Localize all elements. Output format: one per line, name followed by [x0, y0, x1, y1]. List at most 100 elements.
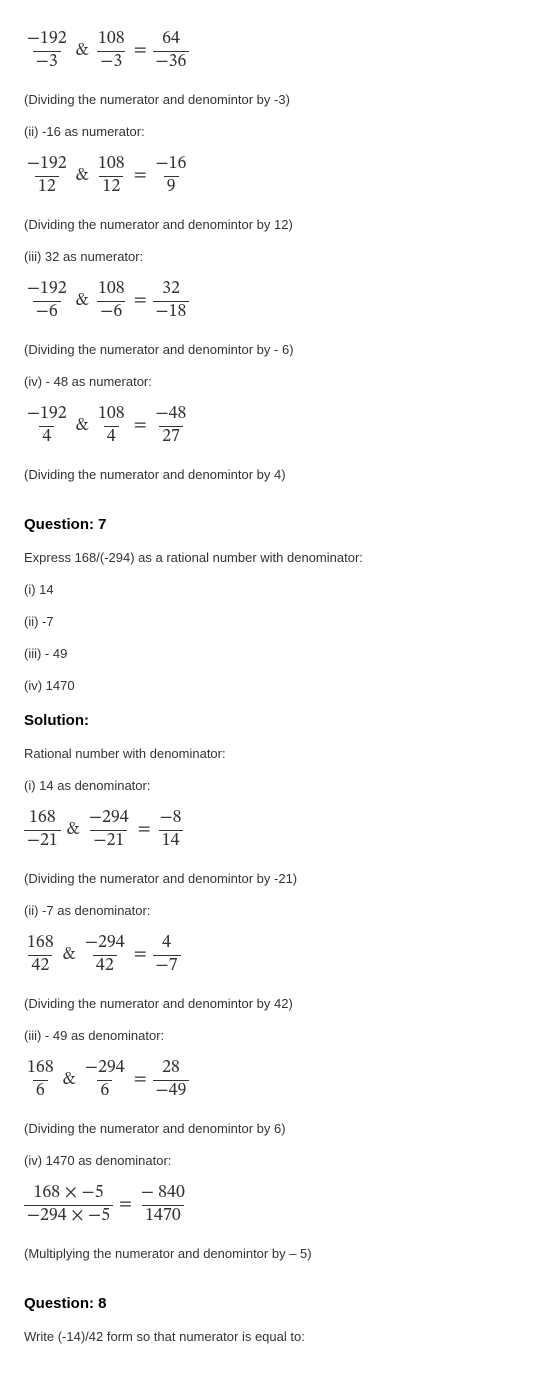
fraction: −16 9	[153, 155, 190, 198]
equals-sign: =	[134, 164, 147, 189]
numerator: 108	[95, 280, 128, 301]
fraction: −8 14	[157, 809, 185, 852]
denominator: −49	[153, 1080, 190, 1102]
numerator: 4	[159, 934, 174, 955]
ampersand: &	[63, 1068, 76, 1093]
numerator: −192	[24, 405, 70, 426]
numerator: −192	[24, 30, 70, 51]
option-iv: (iv) 1470	[24, 677, 517, 695]
denominator: −18	[153, 301, 190, 323]
denominator: 6	[33, 1080, 48, 1102]
numerator: 28	[159, 1059, 183, 1080]
numerator: 64	[159, 30, 183, 51]
equals-sign: =	[134, 943, 147, 968]
fraction: −192 −3	[24, 30, 70, 73]
denominator: −21	[24, 830, 61, 852]
solution-intro: Rational number with denominator:	[24, 745, 517, 763]
equation-3: −192 −6 & 108 −6 = 32 −18	[24, 280, 517, 323]
question-text: Express 168/(-294) as a rational number …	[24, 549, 517, 567]
note-text: (Dividing the numerator and denomintor b…	[24, 466, 517, 484]
subpart-label: (iv) - 48 as numerator:	[24, 373, 517, 391]
numerator: −294	[82, 934, 128, 955]
numerator: −294	[82, 1059, 128, 1080]
numerator: 168	[24, 1059, 57, 1080]
question-8-heading: Question: 8	[24, 1293, 517, 1314]
fraction: −192 12	[24, 155, 70, 198]
numerator: −8	[157, 809, 185, 830]
numerator: −48	[153, 405, 190, 426]
ampersand: &	[67, 818, 80, 843]
note-text: (Dividing the numerator and denomintor b…	[24, 91, 517, 109]
equals-sign: =	[134, 1068, 147, 1093]
note-text: (Dividing the numerator and denomintor b…	[24, 995, 517, 1013]
fraction: −294 42	[82, 934, 128, 977]
equals-sign: =	[134, 289, 147, 314]
denominator: 14	[159, 830, 183, 852]
numerator: −16	[153, 155, 190, 176]
fraction: 108 −6	[95, 280, 128, 323]
fraction: −294 −21	[86, 809, 132, 852]
equals-sign: =	[134, 39, 147, 64]
equation-8: 168 × −5 −294 × −5 = − 840 1470	[24, 1184, 517, 1227]
denominator: 4	[39, 426, 54, 448]
fraction: −294 6	[82, 1059, 128, 1102]
subpart-label: (ii) -16 as numerator:	[24, 123, 517, 141]
note-text: (Dividing the numerator and denomintor b…	[24, 341, 517, 359]
fraction: 168 × −5 −294 × −5	[24, 1184, 113, 1227]
fraction: 108 12	[95, 155, 128, 198]
ampersand: &	[76, 164, 89, 189]
numerator: 32	[159, 280, 183, 301]
denominator: 42	[93, 955, 117, 977]
numerator: 108	[95, 30, 128, 51]
denominator: 6	[97, 1080, 112, 1102]
fraction: 64 −36	[153, 30, 190, 73]
denominator: −6	[97, 301, 125, 323]
numerator: −192	[24, 155, 70, 176]
numerator: −192	[24, 280, 70, 301]
solution-heading: Solution:	[24, 710, 517, 731]
note-text: (Dividing the numerator and denomintor b…	[24, 216, 517, 234]
denominator: −21	[90, 830, 127, 852]
equation-4: −192 4 & 108 4 = −48 27	[24, 405, 517, 448]
subpart-label: (iii) - 49 as denominator:	[24, 1027, 517, 1045]
denominator: −6	[33, 301, 61, 323]
note-text: (Dividing the numerator and denomintor b…	[24, 1120, 517, 1138]
numerator: − 840	[138, 1184, 188, 1205]
fraction: 32 −18	[153, 280, 190, 323]
ampersand: &	[76, 414, 89, 439]
denominator: 12	[99, 176, 123, 198]
option-iii: (iii) - 49	[24, 645, 517, 663]
equation-6: 168 42 & −294 42 = 4 −7	[24, 934, 517, 977]
option-i: (i) 14	[24, 581, 517, 599]
denominator: 4	[104, 426, 119, 448]
subpart-label: (ii) -7 as denominator:	[24, 902, 517, 920]
equals-sign: =	[138, 818, 151, 843]
fraction: −48 27	[153, 405, 190, 448]
note-text: (Dividing the numerator and denomintor b…	[24, 870, 517, 888]
fraction: 168 42	[24, 934, 57, 977]
denominator: 12	[35, 176, 59, 198]
numerator: 108	[95, 155, 128, 176]
option-ii: (ii) -7	[24, 613, 517, 631]
fraction: 28 −49	[153, 1059, 190, 1102]
fraction: − 840 1470	[138, 1184, 188, 1227]
note-text: (Multiplying the numerator and denominto…	[24, 1245, 517, 1263]
subpart-label: (iii) 32 as numerator:	[24, 248, 517, 266]
subpart-label: (i) 14 as denominator:	[24, 777, 517, 795]
denominator: −3	[97, 51, 125, 73]
denominator: −3	[33, 51, 61, 73]
denominator: −36	[153, 51, 190, 73]
equation-7: 168 6 & −294 6 = 28 −49	[24, 1059, 517, 1102]
equals-sign: =	[119, 1193, 132, 1218]
denominator: 1470	[142, 1205, 184, 1227]
fraction: 108 −3	[95, 30, 128, 73]
equation-2: −192 12 & 108 12 = −16 9	[24, 155, 517, 198]
denominator: 27	[159, 426, 183, 448]
ampersand: &	[76, 39, 89, 64]
ampersand: &	[63, 943, 76, 968]
fraction: 4 −7	[153, 934, 181, 977]
equation-5: 168 −21 & −294 −21 = −8 14	[24, 809, 517, 852]
subpart-label: (iv) 1470 as denominator:	[24, 1152, 517, 1170]
question-7-heading: Question: 7	[24, 514, 517, 535]
numerator: 168	[24, 934, 57, 955]
